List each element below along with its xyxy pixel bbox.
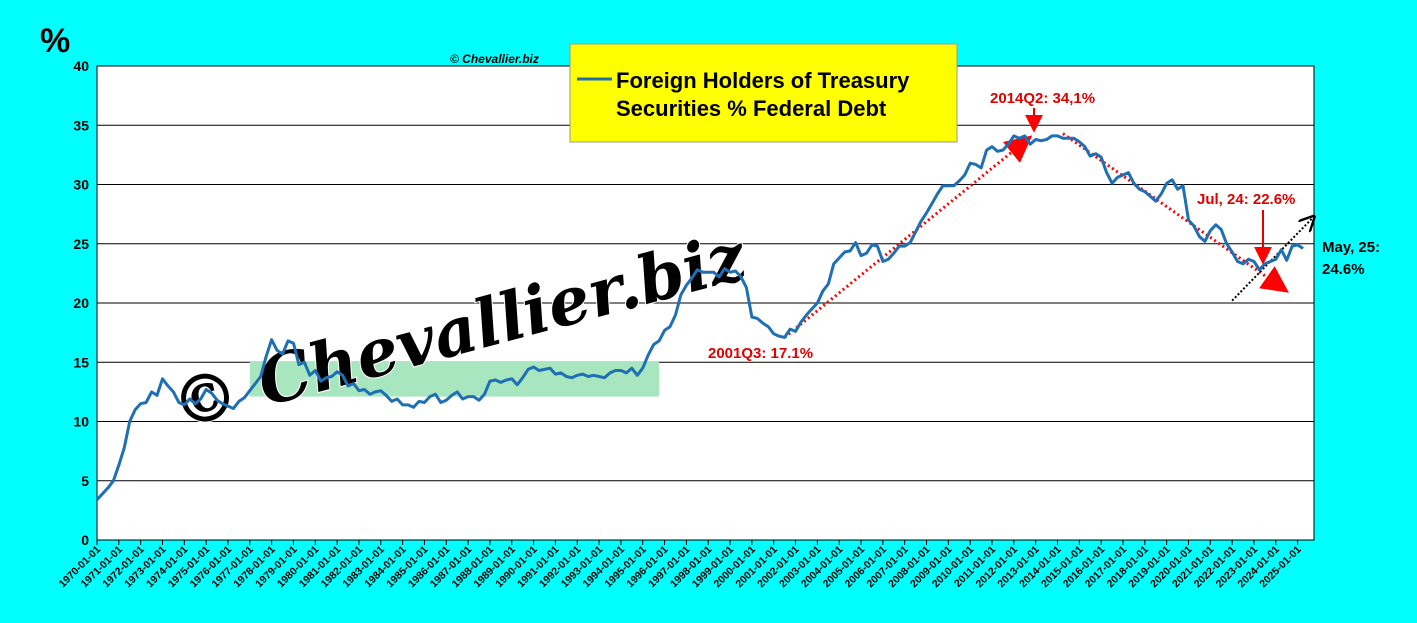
y-tick-label-10: 10 bbox=[73, 414, 89, 430]
y-axis: 0 5 10 15 20 25 30 35 40 bbox=[73, 58, 89, 548]
y-tick-label-20: 20 bbox=[73, 295, 89, 311]
series-line-foreign-holders bbox=[95, 134, 1304, 501]
trend-lines bbox=[783, 132, 1314, 339]
legend-label-line1: Foreign Holders of Treasury bbox=[616, 68, 910, 93]
y-unit-label: % bbox=[40, 22, 70, 60]
y-tick-label-5: 5 bbox=[81, 473, 89, 489]
y-tick-label-40: 40 bbox=[73, 58, 89, 74]
copyright-label: © Chevallier.biz bbox=[450, 52, 539, 66]
trend-line-2 bbox=[1062, 132, 1289, 293]
annotation-may-25-line2: 24.6% bbox=[1322, 261, 1365, 278]
annotation-2001q3: 2001Q3: 17.1% bbox=[708, 345, 813, 362]
annotation-may-25-line1: May, 25: bbox=[1322, 239, 1380, 256]
annotation-2014q2: 2014Q2: 34,1% bbox=[990, 90, 1095, 107]
y-tick-label-30: 30 bbox=[73, 177, 89, 193]
gridlines bbox=[97, 124, 1314, 482]
trend-line-3 bbox=[1231, 216, 1314, 302]
legend-label-line2: Securities % Federal Debt bbox=[616, 96, 887, 121]
y-tick-label-35: 35 bbox=[73, 117, 89, 133]
annotation-jul-24: Jul, 24: 22.6% bbox=[1197, 191, 1295, 208]
x-axis: 1970-01-011971-01-011972-01-011973-01-01… bbox=[57, 540, 1304, 590]
y-tick-label-25: 25 bbox=[73, 236, 89, 252]
y-tick-label-0: 0 bbox=[81, 532, 89, 548]
y-tick-label-15: 15 bbox=[73, 354, 89, 370]
legend-box: Foreign Holders of Treasury Securities %… bbox=[569, 43, 958, 143]
